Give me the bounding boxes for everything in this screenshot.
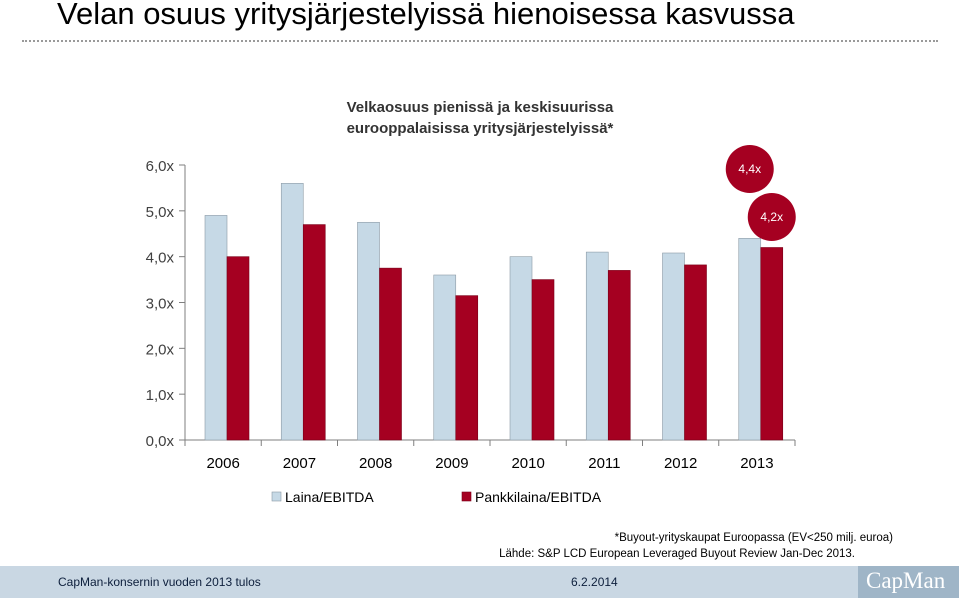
page-title: Velan osuus yritysjärjestelyissä hienois… — [57, 0, 795, 31]
chart-title-line: eurooppalaisissa yritysjärjestelyissä* — [347, 120, 614, 137]
x-tick-label: 2011 — [588, 455, 620, 472]
legend-label: Pankkilaina/EBITDA — [475, 489, 602, 505]
y-tick-label: 4,0x — [146, 250, 175, 267]
bar-laina-ebitda-2006 — [204, 215, 228, 441]
bar-laina-ebitda-2011 — [585, 251, 609, 441]
annotation-circle — [747, 193, 796, 241]
debt-ratio-chart: Velkaosuus pienissä ja keskisuurissa euro… — [146, 99, 796, 505]
bar-laina-ebitda-2010 — [509, 256, 533, 441]
legend-swatch — [461, 491, 472, 502]
bar-pankkilaina-ebitda-2011 — [607, 270, 631, 441]
footer-presentation-title: CapMan-konsernin vuoden 2013 tulos — [58, 575, 261, 589]
title-divider — [22, 40, 938, 42]
x-tick-label: 2008 — [359, 455, 392, 472]
bar-pankkilaina-ebitda-2006 — [226, 256, 250, 441]
legend-swatch — [271, 491, 282, 502]
x-tick-label: 2010 — [511, 455, 544, 472]
y-tick-label: 5,0x — [146, 204, 175, 221]
annotation-circle — [725, 145, 774, 193]
bar-pankkilaina-ebitda-2013 — [760, 247, 784, 441]
bar-laina-ebitda-2008 — [357, 221, 380, 441]
legend-label: Laina/EBITDA — [285, 489, 374, 505]
bar-pankkilaina-ebitda-2008 — [379, 267, 402, 441]
x-tick-label: 2013 — [740, 455, 773, 472]
source-note: Lähde: S&P LCD European Leveraged Buyout… — [499, 548, 855, 560]
annotation-label: 4,2x — [760, 210, 783, 224]
bar-pankkilaina-ebitda-2007 — [302, 224, 326, 441]
bar-laina-ebitda-2009 — [433, 274, 457, 441]
y-tick-label: 3,0x — [146, 296, 175, 313]
annotation-label: 4,4x — [738, 162, 761, 176]
footer-date: 6.2.2014 — [571, 575, 618, 589]
bar-pankkilaina-ebitda-2010 — [531, 279, 555, 441]
x-tick-label: 2007 — [283, 455, 316, 472]
capman-logo: CapMan — [858, 566, 959, 598]
bar-pankkilaina-ebitda-2009 — [455, 295, 479, 441]
y-tick-label: 6,0x — [146, 158, 175, 175]
x-tick-label: 2009 — [435, 455, 468, 472]
logo-text: CapMan — [866, 568, 946, 593]
bar-laina-ebitda-2007 — [280, 183, 304, 441]
x-tick-label: 2012 — [664, 455, 697, 472]
x-tick-label: 2006 — [206, 455, 239, 472]
footnote: *Buyout-yrityskaupat Euroopassa (EV<250 … — [614, 532, 893, 544]
footer-bar: CapMan-konsernin vuoden 2013 tulos 6.2.2… — [0, 566, 959, 598]
y-tick-label: 2,0x — [146, 341, 175, 358]
chart-title-line: Velkaosuus pienissä ja keskisuurissa — [347, 99, 614, 116]
bar-laina-ebitda-2013 — [738, 238, 762, 441]
bar-laina-ebitda-2012 — [662, 252, 685, 441]
bar-pankkilaina-ebitda-2012 — [684, 264, 707, 441]
y-tick-label: 1,0x — [146, 387, 175, 404]
y-tick-label: 0,0x — [146, 433, 175, 450]
